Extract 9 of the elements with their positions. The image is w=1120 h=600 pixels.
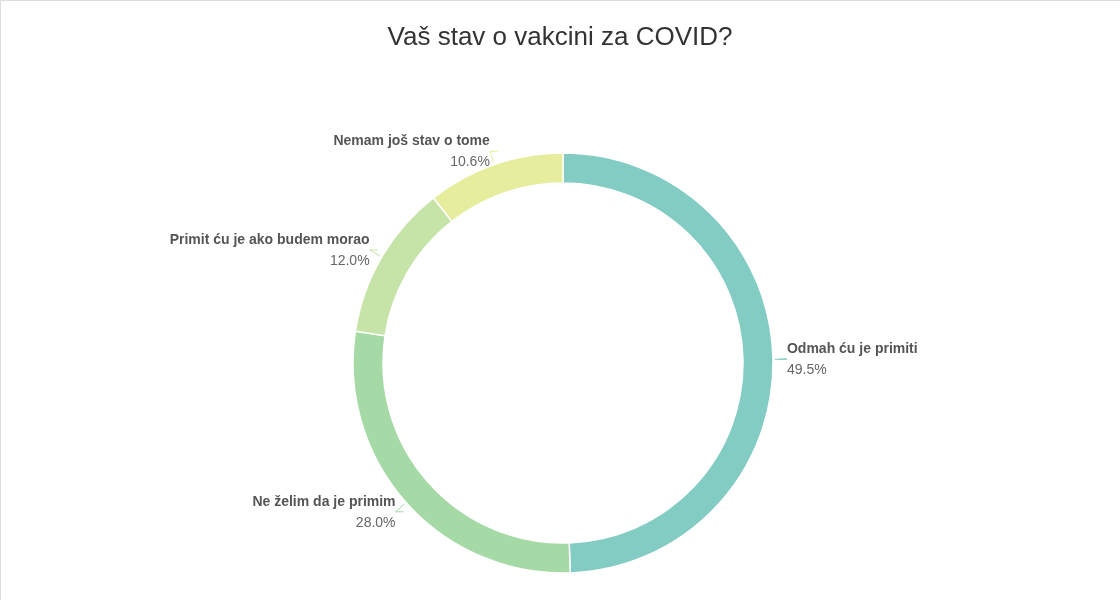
slice-label: Primit ću je ako budem morao — [169, 230, 370, 247]
slice-label: Ne želim da je primim — [252, 492, 396, 509]
data-label: 10.6% — [450, 153, 490, 170]
data-label: 49.5% — [786, 361, 827, 378]
slice-label: Nemam još stav o tome — [333, 132, 491, 149]
chart-title: Vaš stav o vakcini za COVID? — [387, 21, 733, 51]
slice-label: Odmah ću je primiti — [786, 340, 918, 357]
data-label: 28.0% — [355, 513, 396, 530]
data-label: 12.0% — [329, 251, 370, 268]
